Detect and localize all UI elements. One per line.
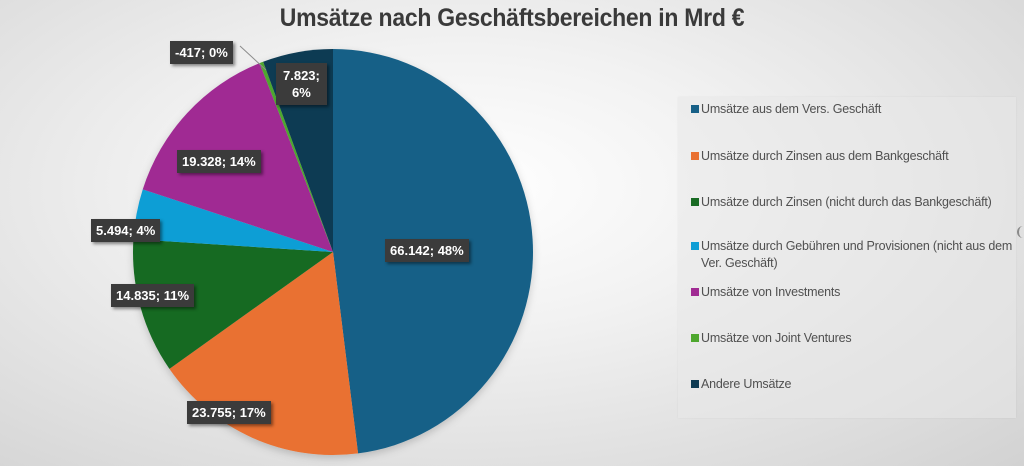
data-label-andere: 7.823; 6% — [276, 63, 327, 105]
data-label-andere-value: 7.823; — [283, 68, 320, 83]
data-label-gebuehren: 5.494; 4% — [91, 219, 161, 242]
legend-swatch-icon — [691, 380, 699, 388]
chart-title: Umsätze nach Geschäftsbereichen in Mrd € — [279, 4, 745, 32]
legend-item: Umsätze von Investments — [691, 284, 1013, 301]
pie-slice-3 — [133, 189, 333, 252]
legend-swatch-icon — [691, 334, 699, 342]
legend-item: Umsätze durch Zinsen aus dem Bankgeschäf… — [691, 148, 1013, 165]
data-label-investments: 19.328; 14% — [177, 150, 261, 173]
legend-item: Andere Umsätze — [691, 376, 1013, 393]
pie-slice-5 — [259, 61, 333, 252]
legend-item: Umsätze durch Zinsen (nicht durch das Ba… — [691, 194, 1013, 211]
legend-item: Umsätze von Joint Ventures — [691, 330, 1013, 347]
legend-label: Umsätze durch Gebühren und Provisionen (… — [701, 239, 1013, 270]
data-label-zinsen-nicht-bank: 14.835; 11% — [111, 284, 195, 307]
legend-label: Andere Umsätze — [701, 377, 792, 391]
legend-swatch-icon — [691, 198, 699, 206]
legend-swatch-icon — [691, 152, 699, 160]
chart-legend: Umsätze aus dem Vers. Geschäft Umsätze d… — [678, 97, 1016, 418]
legend-swatch-icon — [691, 288, 699, 296]
data-label-vers-geschaeft: 66.142; 48% — [385, 239, 469, 262]
data-label-joint-ventures: -417; 0% — [170, 41, 233, 64]
legend-label: Umsätze durch Zinsen aus dem Bankgeschäf… — [701, 149, 949, 163]
legend-label: Umsätze aus dem Vers. Geschäft — [701, 102, 882, 116]
pie-slice-2 — [132, 239, 333, 369]
legend-label: Umsätze durch Zinsen (nicht durch das Ba… — [701, 195, 992, 209]
data-label-andere-percent: 6% — [292, 85, 311, 100]
edge-handle — [1017, 226, 1024, 238]
legend-label: Umsätze von Joint Ventures — [701, 331, 852, 345]
legend-label: Umsätze von Investments — [701, 285, 841, 299]
legend-swatch-icon — [691, 105, 699, 113]
legend-item: Umsätze aus dem Vers. Geschäft — [691, 101, 1013, 118]
leader-line-joint-ventures — [239, 45, 267, 71]
data-label-zinsen-bank: 23.755; 17% — [187, 401, 271, 424]
legend-item: Umsätze durch Gebühren und Provisionen (… — [691, 238, 1013, 272]
legend-swatch-icon — [691, 242, 699, 250]
